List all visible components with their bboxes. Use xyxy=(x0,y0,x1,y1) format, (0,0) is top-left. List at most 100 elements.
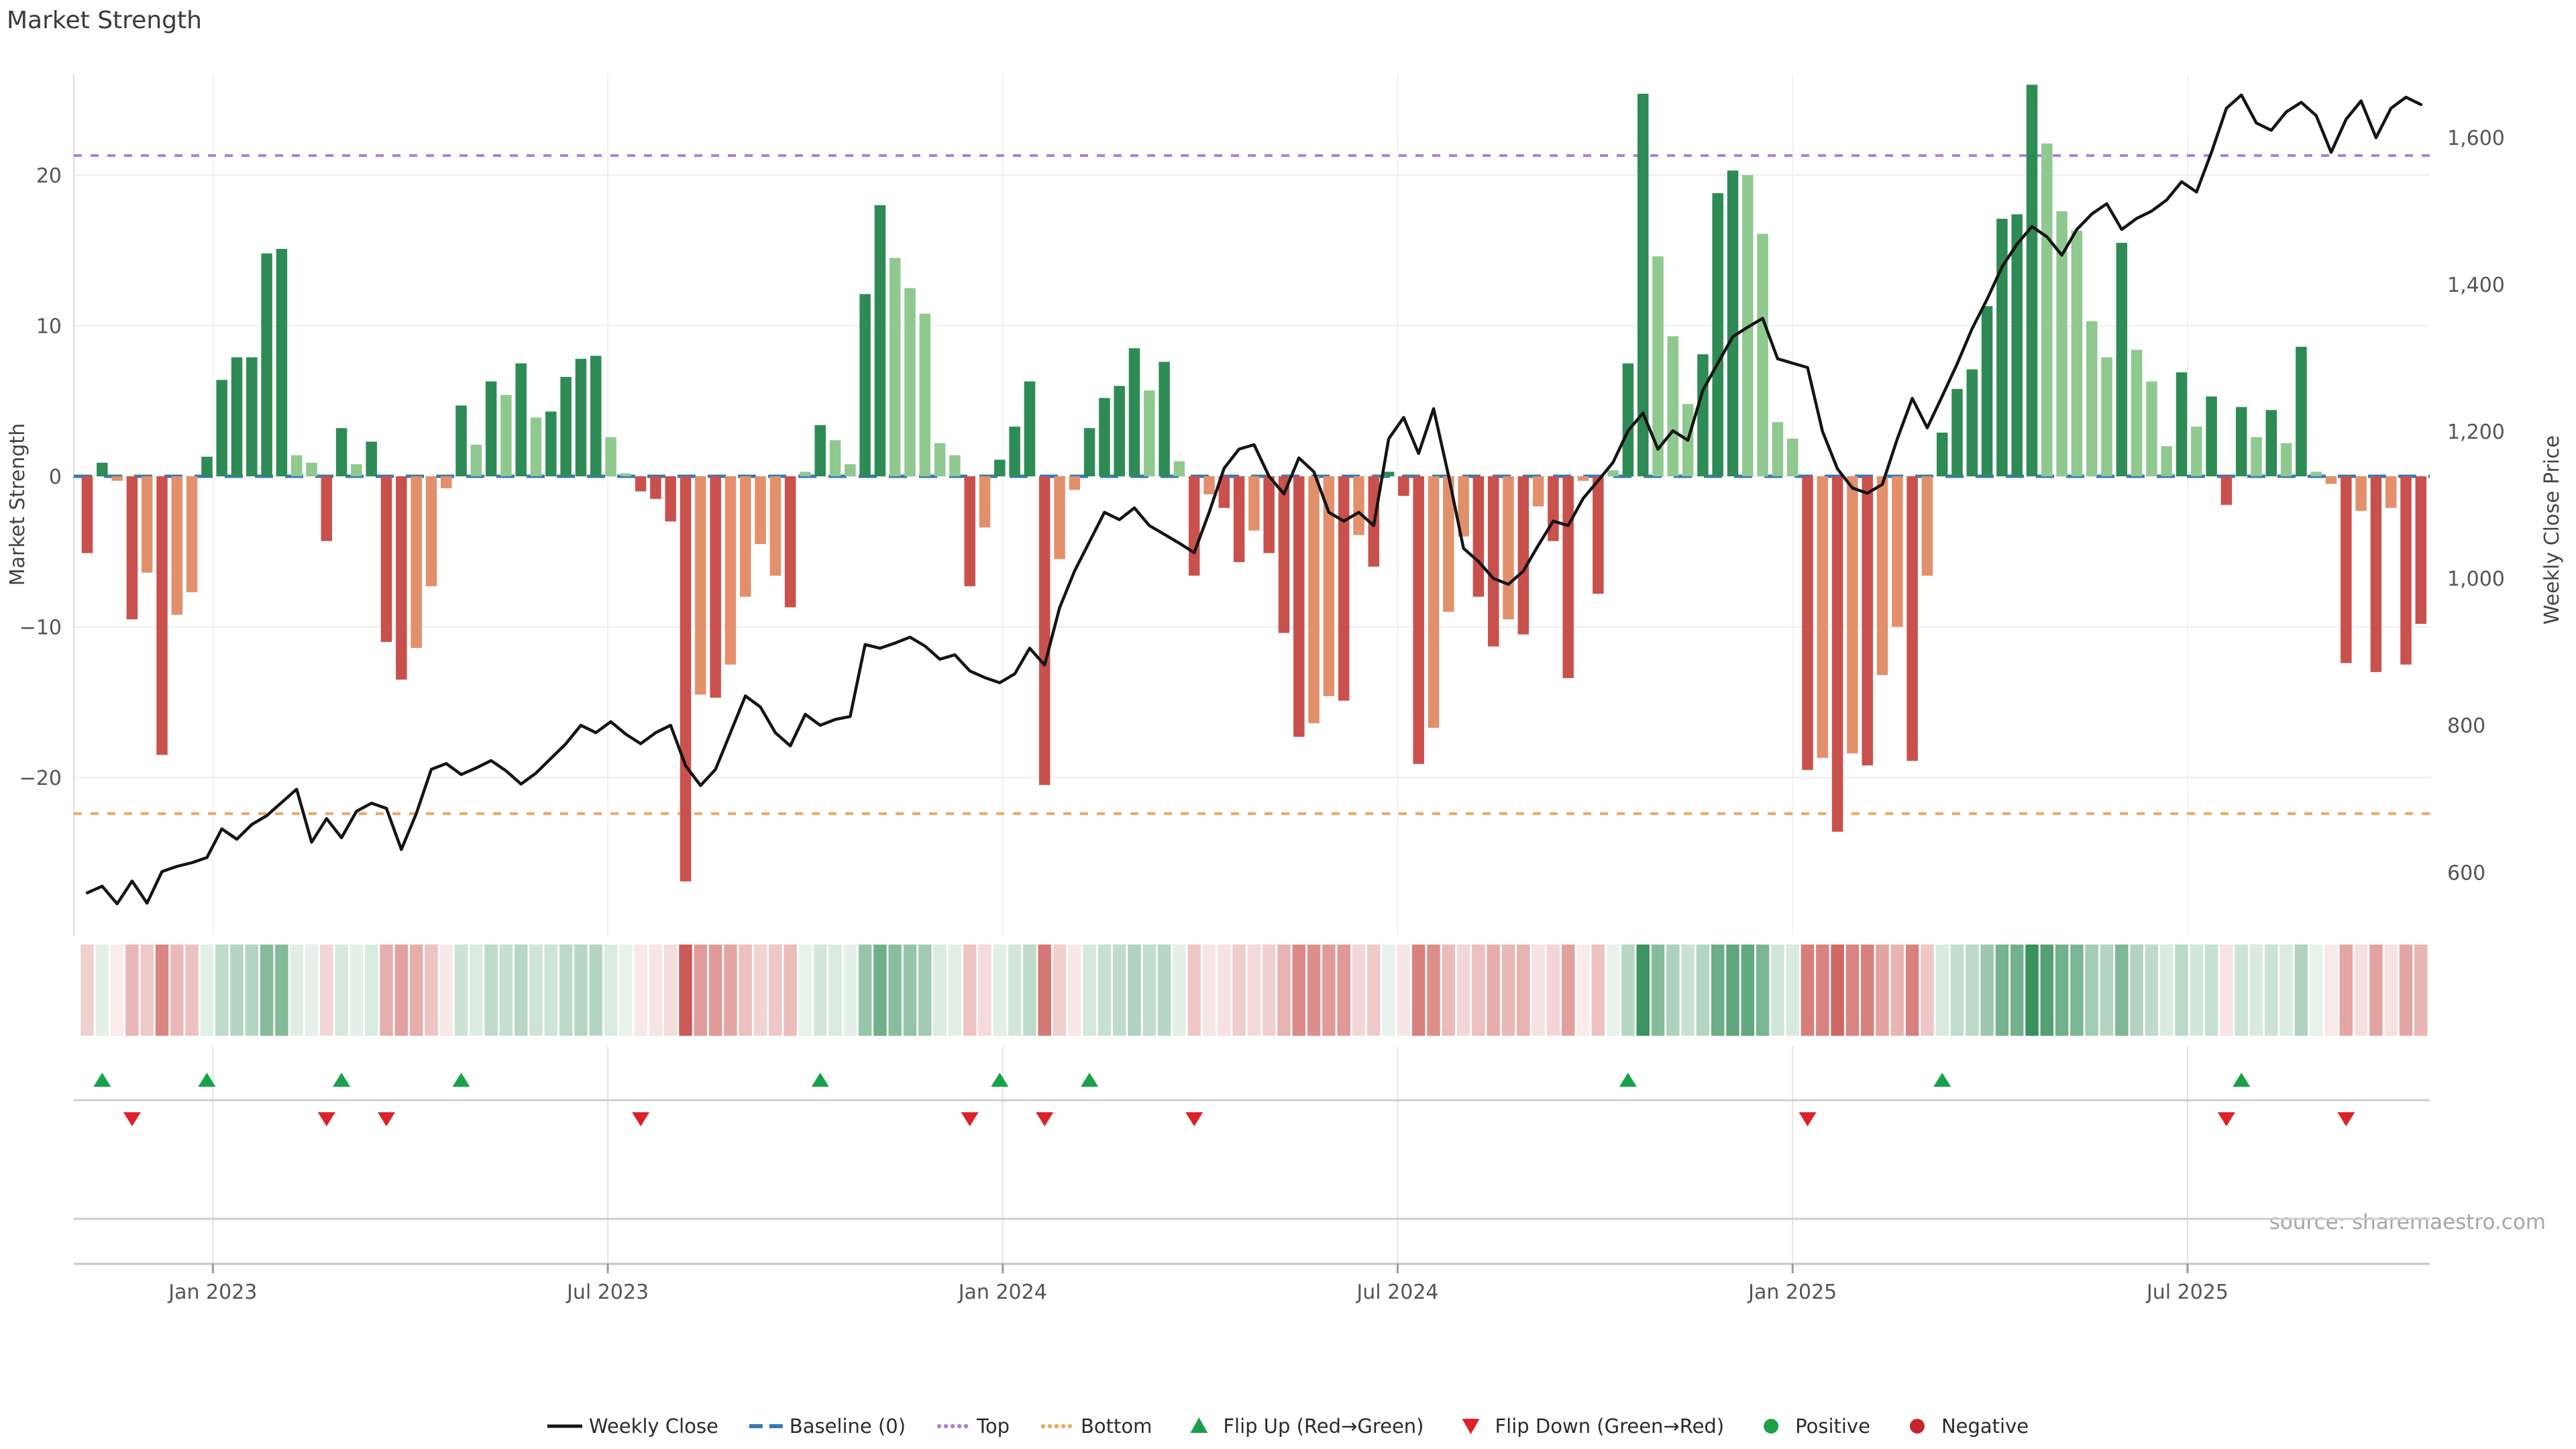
heatmap-cell xyxy=(679,945,692,1036)
strength-bar xyxy=(1263,476,1275,553)
axes: Jan 2023 Jul 2023 Jan 2024 Jul 2024 Jan 2025… xyxy=(19,127,2505,1304)
heatmap-cell xyxy=(1097,945,1112,1036)
heatmap-cell xyxy=(798,945,812,1036)
top-swatch-icon xyxy=(957,1424,962,1429)
strength-bar xyxy=(141,476,153,573)
strength-bar xyxy=(1203,476,1215,494)
legend: Weekly Close Baseline (0) Top Bottom Flip Up… xyxy=(547,1415,2029,1438)
right-axis-title: Weekly Close Price xyxy=(2540,435,2564,625)
flip-up-marker-icon xyxy=(198,1073,216,1087)
heatmap-cell xyxy=(439,945,453,1036)
heatmap-cell xyxy=(499,945,513,1036)
strength-bar xyxy=(455,405,467,476)
strength-bar xyxy=(2341,476,2352,663)
flip-up-marker-icon xyxy=(811,1073,829,1087)
heatmap-cell xyxy=(1845,945,1860,1036)
heatmap-cell xyxy=(1218,945,1231,1036)
right-y-tick-label: 1,200 xyxy=(2447,421,2505,444)
strength-bar xyxy=(710,476,721,698)
right-y-tick-label: 600 xyxy=(2447,861,2485,885)
strength-bar xyxy=(2131,350,2143,476)
heatmap-cell xyxy=(514,945,528,1036)
strength-bar xyxy=(1338,476,1350,701)
legend-item: Bottom xyxy=(1040,1415,1152,1438)
heatmap-cell xyxy=(2159,945,2174,1036)
strength-bar xyxy=(1114,386,1125,476)
heatmap-cell xyxy=(1816,945,1829,1036)
strength-bar xyxy=(979,476,991,528)
heatmap-cell xyxy=(230,945,244,1036)
heatmap-cell xyxy=(589,945,602,1036)
heatmap-cell xyxy=(95,945,109,1036)
strength-bar xyxy=(949,455,961,476)
strength-bar xyxy=(2400,476,2412,665)
heatmap-cell xyxy=(1053,945,1067,1036)
heatmap-cell xyxy=(2055,945,2069,1036)
right-y-tick-label: 800 xyxy=(2447,714,2485,738)
heatmap-cell xyxy=(1442,945,1456,1036)
heatmap-cell xyxy=(2115,945,2129,1036)
strength-bar xyxy=(1188,476,1200,576)
heatmap-cell xyxy=(1966,945,1979,1036)
strength-bar xyxy=(2296,346,2307,476)
x-tick-label: Jul 2024 xyxy=(1355,1281,1438,1304)
strength-bar xyxy=(1593,476,1604,594)
heatmap-cell xyxy=(873,945,887,1036)
strength-bar xyxy=(261,253,272,476)
heatmap-cell xyxy=(769,945,782,1036)
heatmap-cell xyxy=(1831,945,1844,1036)
heatmap-cell xyxy=(813,945,827,1036)
heatmap-cell xyxy=(1576,945,1590,1036)
strength-bar xyxy=(1173,461,1185,476)
heatmap-cell xyxy=(2339,945,2353,1036)
bottom-swatch-icon xyxy=(1047,1424,1053,1429)
heatmap-cell xyxy=(649,945,663,1036)
heatmap-cell xyxy=(335,945,348,1036)
heatmap-cell xyxy=(2324,945,2338,1036)
strength-bar xyxy=(1009,426,1020,476)
strength-bar xyxy=(515,363,527,476)
strength-bar xyxy=(2220,476,2233,505)
heatmap-cell xyxy=(1247,945,1261,1036)
strength-bar xyxy=(560,376,572,476)
flip-down-marker-icon xyxy=(317,1112,335,1126)
source-credit: source: sharemaestro.com xyxy=(2269,1210,2546,1234)
heatmap-cell xyxy=(2175,945,2188,1036)
heatmap-cell xyxy=(918,945,932,1036)
heatmap-cell xyxy=(1995,945,2009,1036)
strength-bar xyxy=(2116,243,2128,476)
strength-bars xyxy=(81,85,2427,881)
strength-bar xyxy=(186,476,198,592)
x-tick-label: Jan 2024 xyxy=(957,1281,1047,1304)
strength-bar xyxy=(1083,428,1095,476)
heatmap-cell xyxy=(574,945,588,1036)
heatmap-cell xyxy=(1726,945,1739,1036)
flip-down-marker-icon xyxy=(1036,1112,1054,1126)
heatmap-cell xyxy=(364,945,378,1036)
heatmap-cell xyxy=(753,945,767,1036)
strength-bar xyxy=(1248,476,1260,531)
x-tick-label: Jan 2023 xyxy=(167,1281,257,1304)
strength-bar xyxy=(1652,256,1664,476)
heatmap-cell xyxy=(1337,945,1350,1036)
strength-bar xyxy=(201,456,213,476)
strength-bar xyxy=(2325,476,2337,484)
strength-bar xyxy=(2385,476,2397,508)
strength-bar xyxy=(2251,437,2262,476)
strength-bar xyxy=(1907,476,1918,761)
heatmap-cell xyxy=(2294,945,2308,1036)
heatmap-cell xyxy=(1367,945,1381,1036)
heatmap-cell xyxy=(708,945,722,1036)
flip-down-marker-icon xyxy=(378,1112,395,1126)
strength-bar xyxy=(1443,476,1454,612)
heatmap-cell xyxy=(1651,945,1665,1036)
strength-bar xyxy=(650,476,661,499)
heatmap-cell xyxy=(1561,945,1575,1036)
strength-bar xyxy=(1308,476,1320,724)
flip-up-marker-icon xyxy=(2233,1073,2251,1087)
legend-label: Weekly Close xyxy=(589,1415,718,1438)
legend-label: Baseline (0) xyxy=(790,1415,906,1438)
heatmap-cell xyxy=(2085,945,2098,1036)
heatmap-cell xyxy=(1681,945,1695,1036)
strength-bar xyxy=(216,380,227,476)
